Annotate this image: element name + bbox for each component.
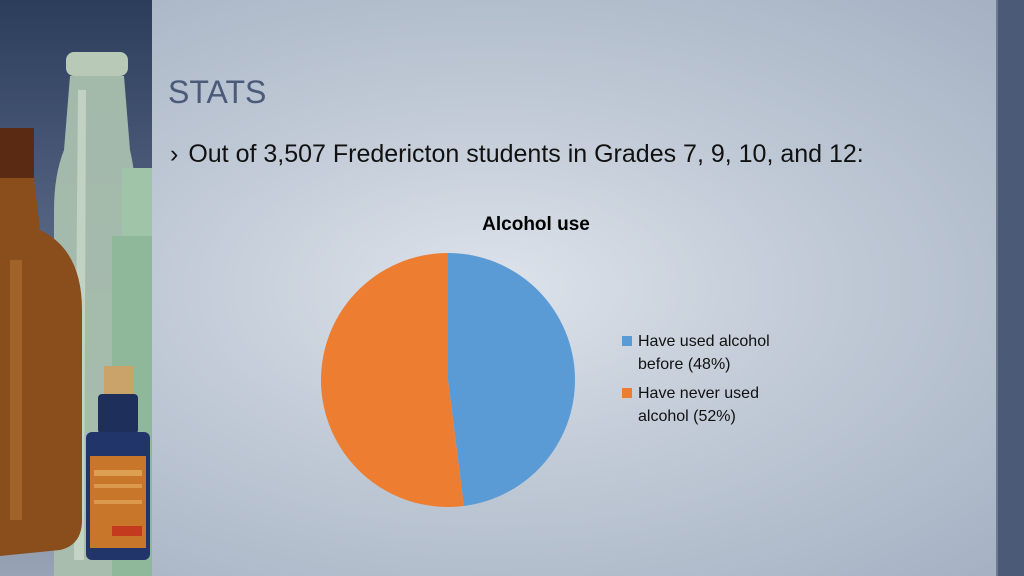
legend-swatch-used	[622, 336, 632, 346]
bottles-photo	[0, 0, 152, 576]
legend-item-used: Have used alcohol before (48%)	[622, 330, 802, 376]
chart-legend: Have used alcohol before (48%) Have neve…	[622, 330, 802, 434]
bottles-illustration	[0, 52, 152, 576]
pie-svg	[321, 253, 575, 507]
legend-swatch-never	[622, 388, 632, 398]
pie-chart	[320, 252, 576, 508]
right-accent-edge	[996, 0, 998, 576]
legend-item-never: Have never used alcohol (52%)	[622, 382, 802, 428]
right-accent-bar	[998, 0, 1024, 576]
pie-slice-never	[321, 253, 464, 507]
bullet-point: › Out of 3,507 Fredericton students in Gr…	[170, 140, 864, 169]
chart-title: Alcohol use	[482, 214, 590, 235]
bullet-marker: ›	[170, 140, 179, 168]
pie-slice-used	[448, 253, 575, 506]
legend-label-never: Have never used alcohol (52%)	[638, 385, 759, 425]
slide-title: STATS	[168, 74, 267, 110]
bullet-text: Out of 3,507 Fredericton students in Gra…	[188, 140, 864, 168]
legend-label-used: Have used alcohol before (48%)	[638, 333, 770, 373]
